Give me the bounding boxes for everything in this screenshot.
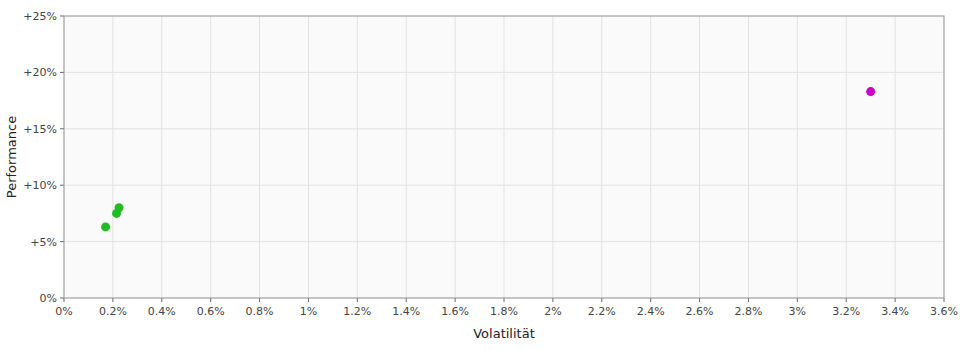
- point: [115, 203, 124, 212]
- x-tick: [504, 298, 505, 302]
- x-tick-label: 0.4%: [148, 305, 176, 318]
- x-tick: [748, 298, 749, 302]
- x-grid-line: [797, 16, 798, 298]
- x-tick-label: 2.4%: [637, 305, 665, 318]
- x-tick: [601, 298, 602, 302]
- y-grid-line: [64, 128, 944, 129]
- y-tick: [60, 298, 64, 299]
- x-tick-label: 0%: [55, 305, 72, 318]
- y-tick: [60, 241, 64, 242]
- y-tick: [60, 185, 64, 186]
- x-tick-label: 2.6%: [686, 305, 714, 318]
- x-tick-label: 1.4%: [392, 305, 420, 318]
- y-grid-line: [64, 72, 944, 73]
- x-grid-line: [650, 16, 651, 298]
- x-grid-line: [210, 16, 211, 298]
- x-tick-label: 2.2%: [588, 305, 616, 318]
- x-tick-label: 3.6%: [930, 305, 958, 318]
- chart: 0% 0.2% 0.4% 0.6% 0.8% 1% 1.2% 1.4% 1.6% 1.8% 2% 2.…: [0, 0, 966, 350]
- x-tick: [161, 298, 162, 302]
- x-tick: [259, 298, 260, 302]
- x-tick-label: 0.6%: [197, 305, 225, 318]
- x-tick: [406, 298, 407, 302]
- x-grid-line: [406, 16, 407, 298]
- page: {"chart_data": {"type": "scatter", "xlab…: [0, 0, 966, 350]
- plot-frame: [64, 16, 944, 298]
- y-tick-label: +25%: [23, 10, 57, 23]
- x-tick: [895, 298, 896, 302]
- x-axis-label: Volatilität: [473, 326, 535, 341]
- x-tick: [944, 298, 945, 302]
- x-grid-line: [601, 16, 602, 298]
- x-grid-line: [895, 16, 896, 298]
- x-tick-label: 3.4%: [881, 305, 909, 318]
- x-tick: [455, 298, 456, 302]
- x-tick: [64, 298, 65, 302]
- x-tick-label: 3.2%: [832, 305, 860, 318]
- plot-area: [64, 16, 944, 298]
- x-grid-line: [846, 16, 847, 298]
- x-grid-line: [748, 16, 749, 298]
- x-tick: [308, 298, 309, 302]
- x-grid-line: [259, 16, 260, 298]
- y-grid-line: [64, 185, 944, 186]
- x-tick: [357, 298, 358, 302]
- y-tick: [60, 16, 64, 17]
- x-tick: [210, 298, 211, 302]
- point: [866, 87, 875, 96]
- x-tick: [797, 298, 798, 302]
- y-grid-line: [64, 241, 944, 242]
- y-tick-label: +5%: [30, 236, 57, 249]
- x-tick-label: 0.8%: [246, 305, 274, 318]
- x-tick: [112, 298, 113, 302]
- y-axis-label: Performance: [4, 116, 19, 198]
- point: [101, 222, 110, 231]
- x-tick-label: 1.8%: [490, 305, 518, 318]
- x-grid-line: [504, 16, 505, 298]
- series: [101, 203, 123, 231]
- x-tick: [650, 298, 651, 302]
- x-tick-label: 3%: [789, 305, 806, 318]
- x-tick: [699, 298, 700, 302]
- x-grid-line: [357, 16, 358, 298]
- x-tick-label: 2.8%: [734, 305, 762, 318]
- grid: [64, 16, 944, 298]
- y-tick: [60, 128, 64, 129]
- x-tick-label: 1%: [300, 305, 317, 318]
- axes: 0% 0.2% 0.4% 0.6% 0.8% 1% 1.2% 1.4% 1.6% 1.8% 2% 2.…: [23, 10, 958, 318]
- x-tick: [846, 298, 847, 302]
- x-grid-line: [552, 16, 553, 298]
- x-grid-line: [308, 16, 309, 298]
- x-grid-line: [161, 16, 162, 298]
- x-tick-label: 2%: [544, 305, 561, 318]
- points: [101, 87, 875, 231]
- x-tick-label: 1.2%: [343, 305, 371, 318]
- y-tick-label: 0%: [40, 292, 57, 305]
- x-grid-line: [699, 16, 700, 298]
- chart-container: 0% 0.2% 0.4% 0.6% 0.8% 1% 1.2% 1.4% 1.6% 1.8% 2% 2.…: [0, 0, 966, 350]
- y-tick-label: +20%: [23, 66, 57, 79]
- x-tick: [552, 298, 553, 302]
- x-grid-line: [455, 16, 456, 298]
- y-tick-label: +15%: [23, 123, 57, 136]
- y-tick-label: +10%: [23, 179, 57, 192]
- series: [866, 87, 875, 96]
- x-tick-label: 1.6%: [441, 305, 469, 318]
- x-grid-line: [112, 16, 113, 298]
- y-tick: [60, 72, 64, 73]
- x-tick-label: 0.2%: [99, 305, 127, 318]
